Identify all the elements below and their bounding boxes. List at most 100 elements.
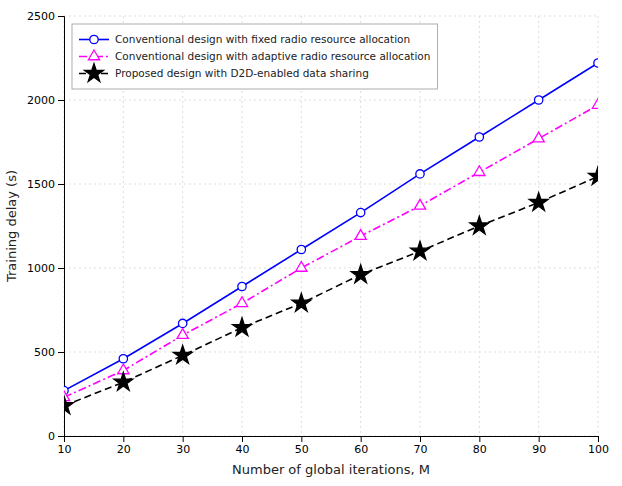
x-tick: 50 [295,436,309,456]
series-point [236,297,247,307]
x-tick-mark [301,436,302,442]
series-point [594,59,598,67]
series-point [178,319,186,327]
plot: 1020304050607080901000500100015002000250… [27,10,609,456]
series-point [355,230,366,240]
series-point [474,166,485,176]
grid-line-y [64,184,598,185]
x-tick: 20 [117,436,131,456]
legend-item: Conventional design with fixed radio res… [79,33,410,45]
grid-line-y [64,352,598,353]
series-point [533,132,544,142]
x-tick-mark [598,436,599,442]
x-tick-mark [183,436,184,442]
y-tick-mark [58,352,64,353]
y-tick-label: 500 [34,346,55,359]
x-tick: 100 [588,436,609,456]
x-tick: 70 [414,436,428,456]
legend-marker [85,64,104,82]
series-point [238,282,246,290]
y-tick: 2000 [27,94,64,107]
series-point [297,245,305,253]
series-point [475,133,483,141]
series-point [292,293,311,311]
series-line [64,176,598,405]
x-tick: 30 [176,436,190,456]
series-point [411,241,430,259]
x-tick-label: 20 [117,443,131,456]
x-tick-mark [123,436,124,442]
x-tick: 60 [354,436,368,456]
series-point [351,265,370,283]
series-point [534,96,542,104]
grid-line-x [598,16,599,436]
x-tick-label: 40 [236,443,250,456]
y-tick-label: 0 [48,430,55,443]
legend-label: Conventional design with fixed radio res… [115,33,410,45]
x-tick-mark [361,436,362,442]
legend-item: Proposed design with D2D-enabled data sh… [79,64,369,82]
x-axis: 10 20 30 40 50 60 70 80 90 100 [58,436,610,456]
grid [64,16,598,436]
x-tick-label: 10 [58,443,72,456]
x-tick: 10 [58,436,72,456]
series [64,99,598,401]
series-line [64,63,598,391]
y-tick-label: 1500 [27,178,55,191]
x-tick-mark [242,436,243,442]
series-point [470,216,489,234]
x-tick-mark [539,436,540,442]
y-axis-title: Training delay (s) [4,170,19,283]
legend-marker [88,50,99,60]
series-point [592,99,598,109]
y-tick-label: 1000 [27,262,55,275]
series-line [64,105,598,397]
series-point [296,261,307,271]
y-tick: 500 [34,346,64,359]
series-point [64,396,73,414]
x-tick: 80 [473,436,487,456]
x-axis-title: Number of global iterations, M [232,462,430,477]
y-tick-label: 2500 [27,10,55,23]
y-tick-mark [58,268,64,269]
series-area [64,59,598,414]
series-point [173,345,192,363]
legend: Conventional design with fixed radio res… [72,24,437,89]
x-tick-label: 60 [354,443,368,456]
series-point [414,199,425,209]
y-axis: 0 500 1000 1500 2000 2500 [27,10,65,443]
x-tick-label: 80 [473,443,487,456]
series [64,167,598,414]
y-tick-mark [58,184,64,185]
x-tick-mark [420,436,421,442]
legend-marker [90,35,98,43]
y-tick: 1000 [27,262,64,275]
y-axis-line [58,17,65,437]
grid-line-x [538,16,539,436]
x-tick-label: 70 [414,443,428,456]
x-tick-label: 100 [588,443,609,456]
legend-label: Proposed design with D2D-enabled data sh… [115,67,369,79]
chart: 1020304050607080901000500100015002000250… [0,0,622,486]
y-tick-mark [58,436,64,437]
series-point [114,372,133,390]
series-point [233,318,252,336]
legend-label: Conventional design with adaptive radio … [115,50,430,62]
series-point [529,193,548,211]
y-tick: 0 [48,430,64,443]
series-point [589,167,598,185]
legend-item: Conventional design with adaptive radio … [79,50,430,62]
y-tick: 1500 [27,178,64,191]
series-point [416,170,424,178]
x-tick-label: 30 [176,443,190,456]
x-tick-mark [479,436,480,442]
x-tick: 90 [532,436,546,456]
y-tick-mark [58,16,64,17]
grid-line-y [64,100,598,101]
x-tick-label: 50 [295,443,309,456]
y-tick: 2500 [27,10,64,23]
series-point [356,208,364,216]
grid-line-y [64,268,598,269]
series [64,59,598,395]
x-tick-label: 90 [532,443,546,456]
